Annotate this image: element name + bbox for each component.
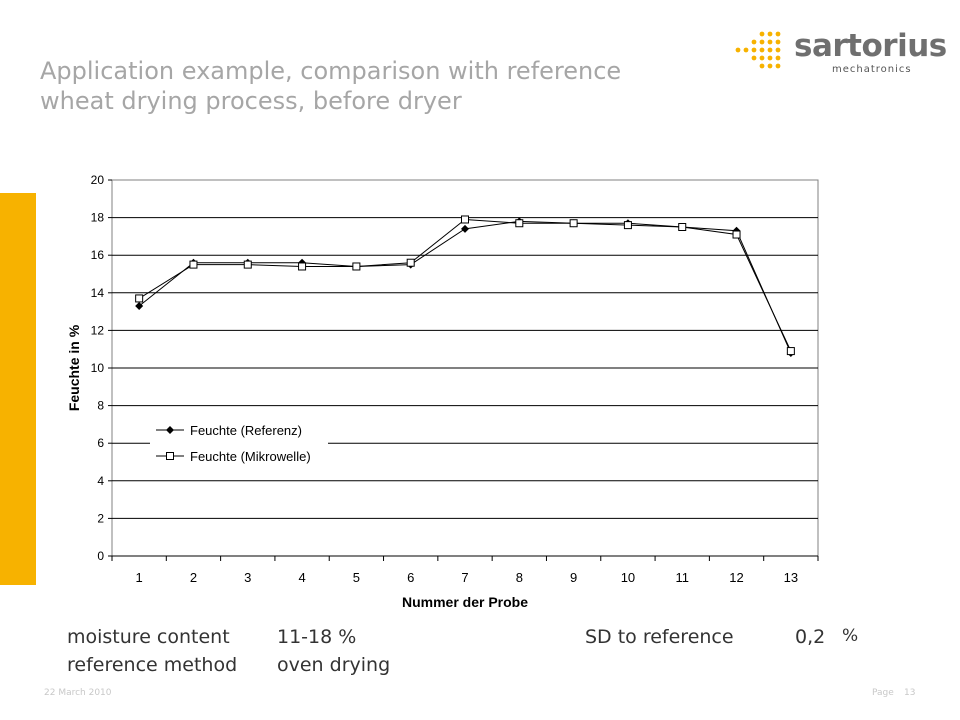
point-mikrowelle [243,260,252,269]
x-tick-label: 4 [298,570,305,585]
x-axis-label: Nummer der Probe [402,594,528,610]
point-mikrowelle [678,223,687,231]
point-mikrowelle [461,215,469,224]
point-mikrowelle [732,230,741,239]
legend-marker [166,452,174,460]
y-axis-label: Feuchte in % [66,324,82,411]
point-mikrowelle [352,262,361,271]
point-mikrowelle [623,221,632,230]
legend-label: Feuchte (Mikrowelle) [190,449,311,464]
sartorius-logo: sartorius mechatronics [732,28,947,78]
y-tick-label: 12 [91,323,105,337]
logo-subtitle: mechatronics [832,64,912,75]
point-mikrowelle [298,262,307,271]
point-referenz [461,224,469,233]
x-tick-label: 5 [353,570,360,585]
y-tick-label: 14 [91,286,105,300]
sd-unit: % [842,626,859,646]
x-tick-label: 2 [190,570,197,585]
legend-marker [166,426,174,434]
x-tick-label: 12 [729,570,743,585]
y-tick-labels: 0 2 4 6 8 10 12 14 16 18 20 [91,173,105,563]
y-tick-label: 4 [97,474,104,488]
x-tick-label: 7 [461,570,468,585]
point-mikrowelle [135,294,144,303]
series-markers [135,215,795,357]
footer-date: 22 March 2010 [44,688,112,698]
sd-label: SD to reference [585,626,734,648]
title-line-2: wheat drying process, before dryer [40,87,462,115]
x-tick-label: 13 [784,570,798,585]
accent-side-bar [0,193,36,585]
chart-legend: Feuchte (Referenz) Feuchte (Mikrowelle) [150,414,328,470]
moisture-label: moisture content [67,626,230,648]
x-tick-label: 8 [516,570,523,585]
x-tick-label: 1 [136,570,143,585]
x-tick-label: 9 [570,570,577,585]
logo-wordmark: sartorius [794,28,947,64]
y-tick-label: 18 [91,211,105,225]
title-line-1: Application example, comparison with ref… [40,57,622,85]
logo-dots-icon [735,31,781,69]
slide-title: Application example, comparison with ref… [40,56,621,116]
point-mikrowelle [406,258,415,267]
y-tick-label: 16 [91,248,105,262]
y-tick-label: 6 [97,436,104,450]
reference-method-label: reference method [67,654,238,676]
point-mikrowelle [515,219,524,228]
y-tick-label: 0 [97,549,104,563]
footer-page-number: 13 [904,688,916,698]
point-mikrowelle [569,219,578,228]
x-tick-label: 11 [675,570,689,585]
point-mikrowelle [189,260,198,269]
point-referenz [135,301,144,310]
reference-method-value: oven drying [277,654,391,676]
y-tick-label: 2 [97,511,104,525]
x-tick-label: 3 [244,570,251,585]
y-tick-label: 20 [91,173,105,187]
grid-lines [108,179,819,561]
x-tick-label: 6 [407,570,414,585]
x-tick-label: 10 [621,570,635,585]
moisture-value: 11-18 % [277,626,357,648]
x-tick-labels: 1 2 3 4 5 6 7 8 9 10 11 12 13 [136,570,799,585]
sd-value: 0,2 [795,626,826,648]
footer-page-label: Page [872,688,894,698]
y-tick-label: 8 [97,399,104,413]
legend-label: Feuchte (Referenz) [190,423,302,438]
point-mikrowelle [786,347,795,356]
y-tick-label: 10 [91,361,105,375]
